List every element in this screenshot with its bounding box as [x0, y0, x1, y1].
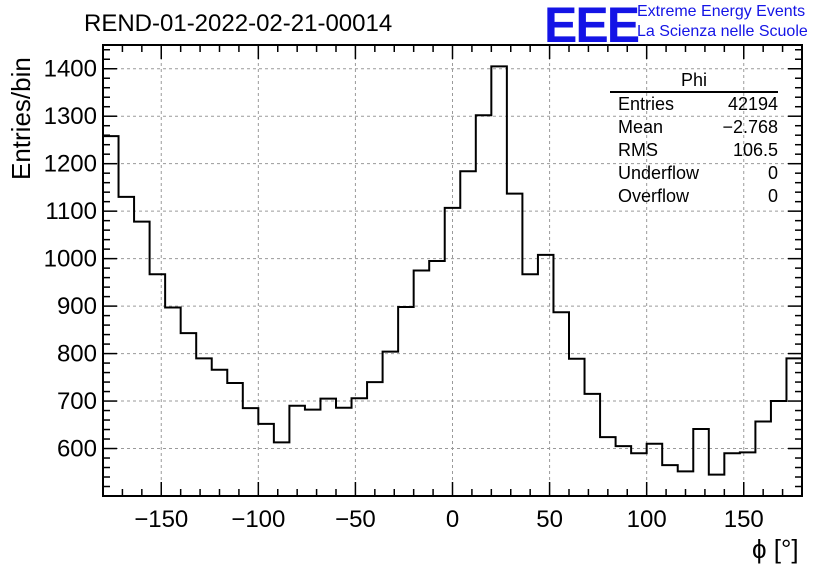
- statistics-box: Phi Entries 42194 Mean −2.768 RMS 106.5 Und…: [610, 70, 778, 208]
- logo-caption: Extreme Energy Events La Scienza nelle S…: [637, 2, 808, 42]
- logo-caption-line-1: Extreme Energy Events: [637, 3, 806, 20]
- stats-title: Phi: [610, 70, 778, 93]
- y-tick-label: 1000: [44, 246, 97, 273]
- stat-value: 0: [767, 163, 778, 183]
- stat-label: Mean: [618, 117, 664, 137]
- run-title: REND-01-2022-02-21-00014: [84, 10, 393, 37]
- eee-logo: EEE: [544, 0, 640, 53]
- x-tick-label: 0: [446, 506, 459, 533]
- stat-value: 106.5: [732, 140, 778, 160]
- stat-label: Overflow: [618, 186, 690, 206]
- x-tick-label: 150: [724, 506, 764, 533]
- y-tick-label: 1100: [45, 198, 97, 225]
- stat-value: 0: [767, 186, 778, 206]
- stat-row-underflow: Underflow 0: [610, 162, 778, 185]
- y-tick-label: 900: [57, 293, 97, 320]
- y-tick-label: 600: [57, 436, 97, 463]
- x-tick-label: 50: [536, 506, 563, 533]
- stat-row-entries: Entries 42194: [610, 93, 778, 116]
- stat-label: Entries: [618, 94, 675, 114]
- stat-row-mean: Mean −2.768: [610, 116, 778, 139]
- logo-caption-line-2: La Scienza nelle Scuole: [637, 23, 808, 40]
- x-tick-label: −150: [134, 506, 188, 533]
- x-tick-labels: −150 −100 −50 0 50 100 150: [134, 506, 764, 533]
- x-tick-label: 100: [627, 506, 667, 533]
- stat-label: RMS: [618, 140, 658, 160]
- axis-ticks: [102, 45, 803, 497]
- x-tick-label: −100: [231, 506, 285, 533]
- stat-row-rms: RMS 106.5: [610, 139, 778, 162]
- stat-value: 42194: [727, 94, 778, 114]
- x-axis-label: ϕ [°]: [752, 534, 799, 564]
- y-tick-label: 700: [57, 388, 97, 415]
- y-tick-label: 1200: [44, 151, 97, 178]
- stat-label: Underflow: [618, 163, 700, 183]
- y-tick-labels: 600 700 800 900 1000 1100 1200 1300 1400: [44, 56, 97, 463]
- y-tick-label: 1300: [44, 103, 97, 130]
- y-tick-label: 800: [57, 341, 97, 368]
- histogram-line: [102, 65, 803, 496]
- grid-lines: [103, 45, 802, 496]
- x-tick-label: −50: [335, 506, 376, 533]
- y-tick-label: 1400: [44, 56, 97, 83]
- stat-value: −2.768: [722, 117, 778, 137]
- y-axis-label: Entries/bin: [6, 57, 36, 180]
- stat-row-overflow: Overflow 0: [610, 185, 778, 208]
